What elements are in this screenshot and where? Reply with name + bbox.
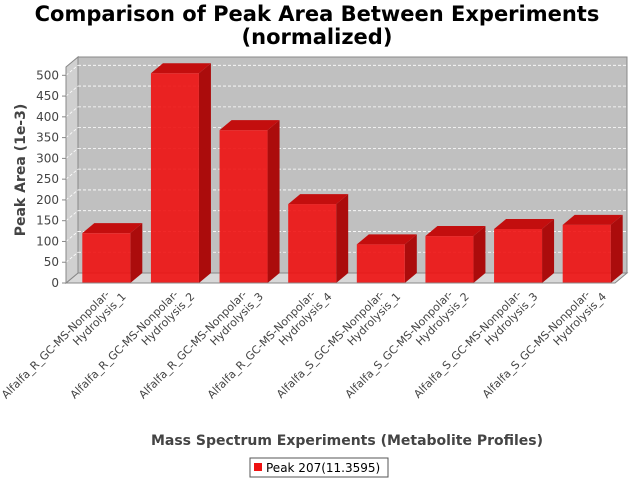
y-tick-label: 450 (36, 89, 59, 103)
y-tick-label: 350 (36, 131, 59, 145)
x-tick-label: Alfalfa_S_GC-MS-Nonpolar-Hydrolysis_1 (274, 281, 403, 410)
bar-top (562, 214, 623, 225)
bar (356, 234, 417, 283)
chart-title-line-2: (normalized) (242, 25, 393, 49)
grid-line-side (65, 65, 79, 76)
y-tick-label: 100 (36, 234, 59, 248)
bar-side (267, 120, 280, 283)
bar-side (404, 234, 417, 283)
x-tick-label: Alfalfa_R_GC-MS-Nonpolar-Hydrolysis_1 (0, 281, 129, 411)
bar (82, 223, 143, 283)
bars (82, 63, 623, 283)
bar-top (356, 234, 417, 245)
y-axis-label: Peak Area (1e-3) (13, 104, 29, 237)
grid-line-side (65, 189, 79, 201)
bar (150, 63, 211, 283)
bar-top (150, 63, 211, 74)
bar (219, 120, 280, 283)
bar-front (494, 229, 543, 283)
bar-top (425, 226, 486, 237)
x-tick-label-line: Alfalfa_R_GC-MS-Nonpolar- (0, 288, 112, 401)
grid-line-side (65, 85, 79, 97)
bar-side (130, 223, 143, 283)
x-tick-label: Alfalfa_S_GC-MS-Nonpolar-Hydrolysis_3 (411, 281, 540, 410)
legend-swatch (254, 463, 262, 471)
bar (425, 226, 486, 283)
x-tick-label-line: Alfalfa_R_GC-MS-Nonpolar- (68, 288, 181, 401)
bar-top (288, 194, 349, 205)
y-tick-label: 300 (36, 151, 59, 165)
bar-front (356, 244, 405, 283)
legend: Peak 207(11.3595) (249, 457, 389, 478)
bar-front (150, 73, 199, 283)
grid-line-side (65, 106, 79, 118)
y-axis: 0 50 100 150 200 250 300 350 400 450 500 (36, 67, 67, 290)
grid-line-side (65, 210, 79, 221)
grid-line-side (65, 148, 79, 159)
bar-front (219, 130, 268, 283)
x-tick-label-line: Alfalfa_R_GC-MS-Nonpolar- (205, 288, 318, 401)
bar-side (542, 219, 555, 283)
bar-side (473, 226, 486, 283)
bar-side (336, 194, 349, 283)
bar-front (288, 204, 337, 283)
legend-entry: Peak 207(11.3595) (266, 461, 380, 475)
bar-top (82, 223, 143, 234)
bar-front (82, 233, 131, 283)
x-tick-label: Alfalfa_R_GC-MS-Nonpolar-Hydrolysis_2 (68, 281, 198, 411)
y-tick-label: 250 (36, 172, 59, 186)
y-tick-label: 0 (51, 276, 59, 290)
bar-side (198, 63, 211, 283)
y-tick-label: 500 (36, 68, 59, 82)
legend-box (249, 457, 389, 478)
y-tick-label: 200 (36, 193, 59, 207)
bar-front (425, 236, 474, 283)
y-tick-label: 400 (36, 110, 59, 124)
bar (562, 214, 623, 283)
x-tick-label: Alfalfa_S_GC-MS-Nonpolar-Hydrolysis_4 (480, 281, 609, 410)
bar-top (219, 120, 280, 131)
bar (494, 219, 555, 283)
grid-line-side (65, 231, 79, 242)
x-axis-label: Mass Spectrum Experiments (Metabolite Pr… (151, 433, 543, 449)
x-tick-label: Alfalfa_R_GC-MS-Nonpolar-Hydrolysis_3 (136, 281, 266, 411)
grid-line-side (65, 251, 79, 263)
y-tick-label: 150 (36, 214, 59, 228)
grid-line-side (65, 168, 79, 180)
bar-side (610, 214, 623, 283)
grid-line-side (65, 127, 79, 138)
x-tick-label: Alfalfa_R_GC-MS-Nonpolar-Hydrolysis_4 (205, 281, 335, 411)
chart-title-line-1: Comparison of Peak Area Between Experime… (35, 2, 600, 26)
x-tick-label-line: Alfalfa_R_GC-MS-Nonpolar- (136, 288, 249, 401)
x-axis: Alfalfa_R_GC-MS-Nonpolar-Hydrolysis_1Alf… (0, 281, 615, 411)
y-tick-label: 50 (44, 255, 59, 269)
x-tick-label: Alfalfa_S_GC-MS-Nonpolar-Hydrolysis_2 (343, 281, 472, 410)
bar-top (494, 219, 555, 229)
bar-front (562, 224, 611, 283)
bar (288, 194, 349, 283)
